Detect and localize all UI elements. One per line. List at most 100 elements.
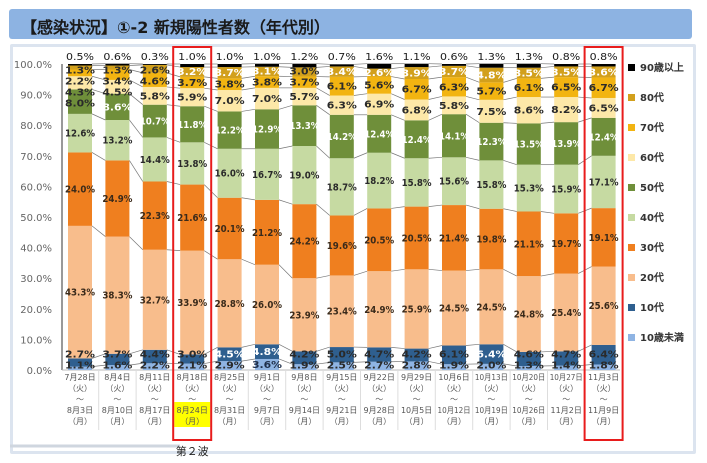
series-connector-line <box>428 156 443 159</box>
bar-segment <box>68 64 92 66</box>
bar-segment <box>479 122 504 161</box>
x-tick-label: ～ <box>600 395 608 404</box>
bar-segment <box>142 137 167 182</box>
x-tick-label: （火） <box>218 384 242 393</box>
bar-segment <box>255 344 279 359</box>
x-tick-label: （火） <box>517 384 541 393</box>
data-label: 2.2% <box>140 361 171 372</box>
legend-label: 60代 <box>640 151 664 164</box>
data-label: 16.7% <box>252 170 282 181</box>
bar-segment <box>442 345 466 365</box>
bar-segment <box>516 97 541 124</box>
highlight-box <box>174 402 211 427</box>
series-connector-line <box>278 104 293 110</box>
bar-segment <box>292 278 317 352</box>
bar-segment <box>329 215 354 276</box>
data-label: 25.6% <box>589 301 619 312</box>
data-label: 6.7% <box>589 83 620 94</box>
series-connector-line <box>391 268 405 272</box>
bar-segment <box>367 68 392 77</box>
data-label: 3.7% <box>215 68 246 79</box>
bar-segment <box>180 106 205 143</box>
bar-segment <box>442 364 466 370</box>
data-label: 14.1% <box>439 131 469 142</box>
bar-segment <box>292 105 317 147</box>
series-connector-line <box>391 66 405 69</box>
bar-segment <box>255 199 279 265</box>
data-label: 20.1% <box>215 224 245 235</box>
bar-segment <box>591 266 616 345</box>
data-label: 0.6% <box>440 52 468 63</box>
bar-segment <box>554 365 579 370</box>
x-tick-label: 8月25日 <box>214 373 245 382</box>
data-label: 3.2% <box>177 67 208 78</box>
series-connector-line <box>353 270 368 276</box>
data-label: 32.7% <box>140 295 170 306</box>
data-label: 6.5% <box>551 83 582 94</box>
data-label: 1.3% <box>477 52 505 63</box>
data-label: 4.7% <box>551 350 582 361</box>
bar-segment <box>367 152 392 209</box>
data-label: 0.8% <box>552 52 580 63</box>
data-label: 24.0% <box>65 185 95 196</box>
series-connector-line <box>316 66 330 68</box>
series-connector-line <box>241 258 256 266</box>
bar-segment <box>479 67 504 83</box>
data-label: 1.0% <box>253 52 281 63</box>
data-label: 1.6% <box>102 361 133 372</box>
bar-segment <box>292 364 317 370</box>
bar-segment <box>292 204 317 279</box>
data-label: 3.8% <box>215 80 246 91</box>
bar-segment <box>479 63 504 68</box>
data-label: 8.6% <box>514 106 545 117</box>
y-tick-label: 80.0% <box>20 121 52 132</box>
data-label: 4.8% <box>476 71 507 82</box>
bar-segment <box>329 76 354 96</box>
bar-segment <box>442 77 466 97</box>
x-tick-label: ～ <box>113 395 121 404</box>
data-label: 8.6% <box>102 102 133 113</box>
x-tick-label: （火） <box>105 384 129 393</box>
x-tick-label: 10月27日 <box>550 373 583 382</box>
bar-segment <box>591 344 616 365</box>
data-label: 3.7% <box>439 67 470 78</box>
data-label: 15.8% <box>476 180 506 191</box>
y-tick-label: 10.0% <box>20 335 52 346</box>
bar-segment <box>404 158 429 207</box>
bar-segment <box>142 104 167 138</box>
x-tick-label: 9月7日 <box>254 406 280 415</box>
series-connector-line <box>503 96 517 101</box>
bar-segment <box>142 86 167 105</box>
second-wave-label: 第２波 <box>176 444 209 458</box>
data-label: 3.6% <box>252 360 283 371</box>
bar-segment <box>367 93 392 115</box>
x-tick-label: （火） <box>554 384 578 393</box>
bar-segment <box>217 90 242 112</box>
series-connector-line <box>316 87 330 96</box>
bar-segment <box>255 358 279 370</box>
series-connector-line <box>278 343 293 352</box>
bar-segment <box>591 64 616 67</box>
bar-segment <box>516 351 541 367</box>
bar-segment <box>255 76 279 88</box>
x-tick-label: 10月6日 <box>438 373 469 382</box>
bar-segment <box>404 269 429 349</box>
series-connector-line <box>91 225 106 237</box>
data-label: 24.8% <box>514 310 544 321</box>
data-label: 21.6% <box>177 213 207 224</box>
bar-segment <box>516 276 541 352</box>
data-label: 1.3% <box>65 66 96 77</box>
data-label: 2.6% <box>140 66 171 77</box>
x-tick-label: （月） <box>479 417 503 426</box>
series-connector-line <box>278 66 293 68</box>
bar-segment <box>142 64 167 65</box>
y-tick-label: 30.0% <box>20 274 52 285</box>
x-tick-label: 7月28日 <box>64 373 95 382</box>
legend-swatch <box>628 244 635 251</box>
bar-segment <box>479 82 504 100</box>
x-tick-label: 10月5日 <box>401 406 432 415</box>
data-label: 4.2% <box>289 350 320 361</box>
y-tick-label: 100.0% <box>14 60 52 71</box>
series-connector-line <box>428 345 443 349</box>
